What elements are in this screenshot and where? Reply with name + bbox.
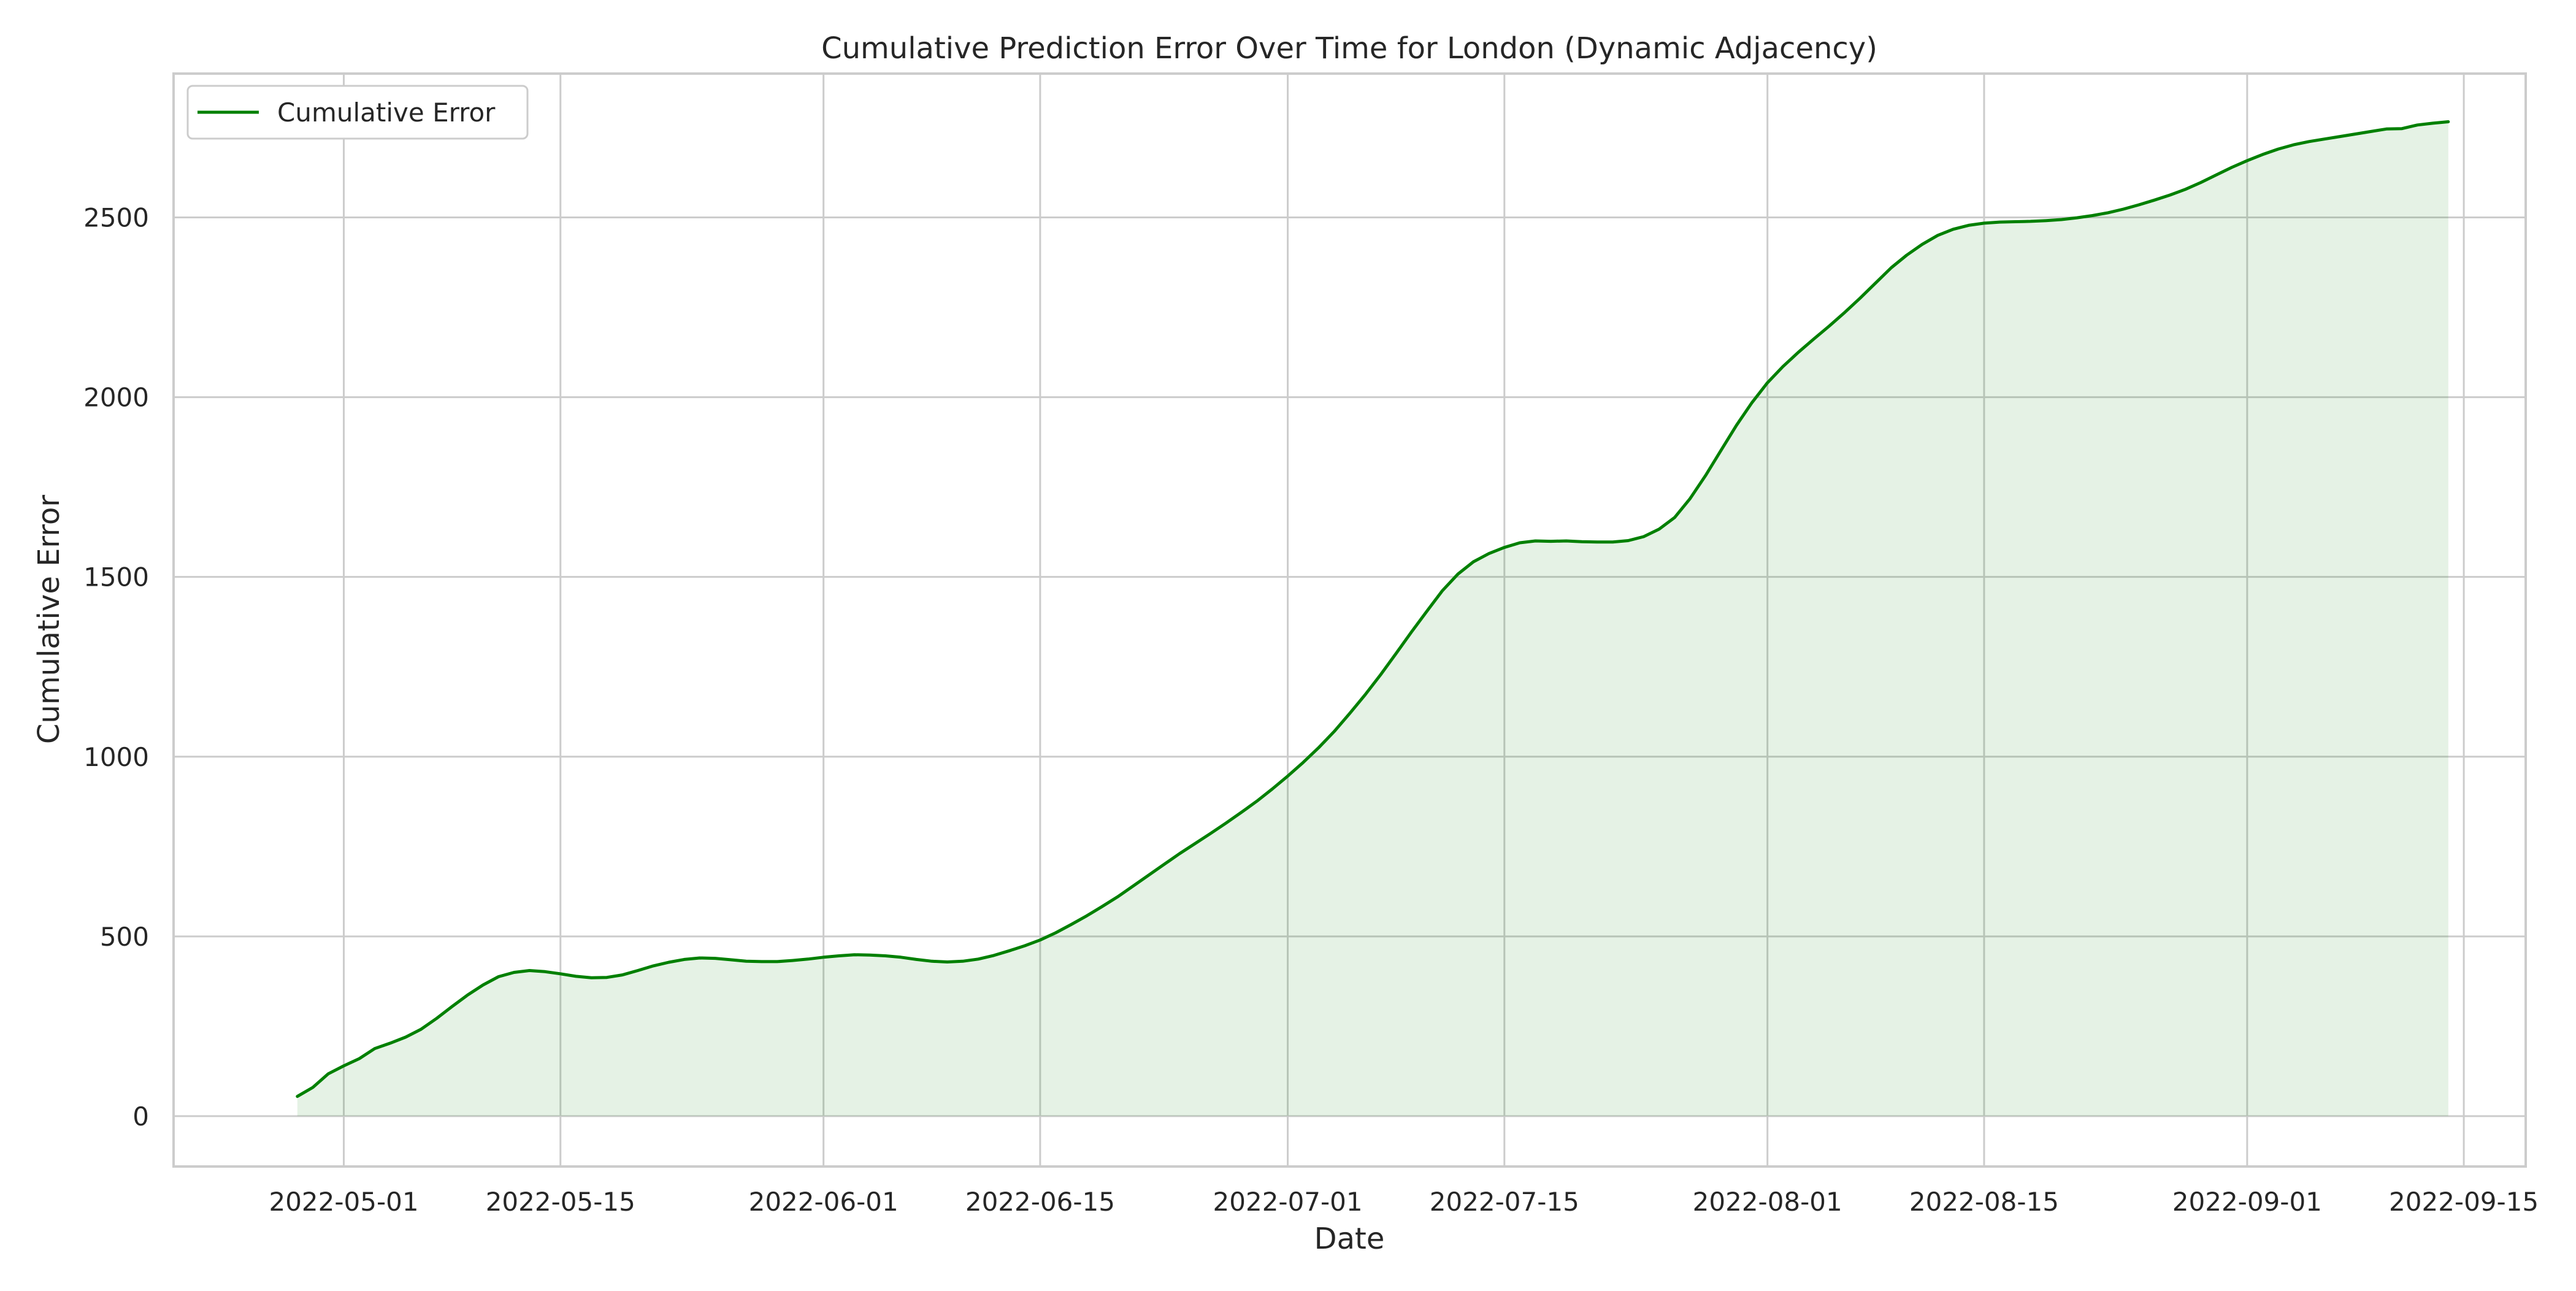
legend: Cumulative Error — [186, 85, 529, 140]
y-axis-label: Cumulative Error — [32, 495, 66, 744]
y-tick-label: 2000 — [83, 383, 149, 413]
x-tick-label: 2022-06-15 — [965, 1187, 1115, 1217]
x-tick-label: 2022-08-01 — [1693, 1187, 1842, 1217]
y-tick-label: 2500 — [83, 202, 149, 232]
legend-box — [186, 85, 529, 140]
legend-entry-label: Cumulative Error — [277, 98, 496, 128]
x-tick-label: 2022-08-15 — [1909, 1187, 2059, 1217]
x-tick-label: 2022-07-15 — [1430, 1187, 1579, 1217]
grid — [174, 74, 2526, 1166]
y-tick-label: 500 — [100, 922, 149, 952]
x-tick-label: 2022-09-15 — [2389, 1187, 2539, 1217]
x-tick-label: 2022-05-01 — [269, 1187, 418, 1217]
y-tick-label: 1500 — [83, 562, 149, 592]
area-fill-layer — [297, 121, 2448, 1116]
x-tick-label: 2022-07-01 — [1213, 1187, 1363, 1217]
series-line — [296, 120, 2450, 1098]
x-axis-ticks: 2022-05-01 2022-05-15 2022-06-01 2022-06-15… — [269, 1187, 2539, 1217]
chart-title: Cumulative Prediction Error Over Time fo… — [821, 31, 1877, 66]
y-axis-ticks: 0 500 1000 1500 2000 2500 — [83, 202, 149, 1131]
y-tick-label: 0 — [132, 1101, 149, 1132]
x-axis-label: Date — [1314, 1222, 1385, 1256]
plot-frame — [172, 72, 2527, 1168]
series-line-layer — [296, 120, 2450, 1098]
x-tick-label: 2022-05-15 — [486, 1187, 635, 1217]
x-tick-label: 2022-06-01 — [749, 1187, 899, 1217]
area-fill — [297, 121, 2448, 1116]
y-tick-label: 1000 — [83, 742, 149, 772]
x-tick-label: 2022-09-01 — [2172, 1187, 2322, 1217]
